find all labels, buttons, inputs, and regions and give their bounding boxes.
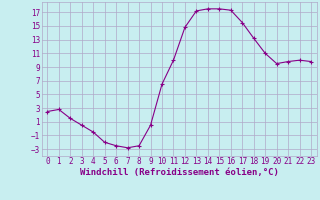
X-axis label: Windchill (Refroidissement éolien,°C): Windchill (Refroidissement éolien,°C): [80, 168, 279, 177]
